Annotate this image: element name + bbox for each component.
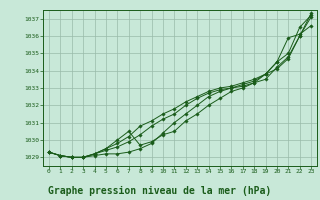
Text: Graphe pression niveau de la mer (hPa): Graphe pression niveau de la mer (hPa): [48, 186, 272, 196]
